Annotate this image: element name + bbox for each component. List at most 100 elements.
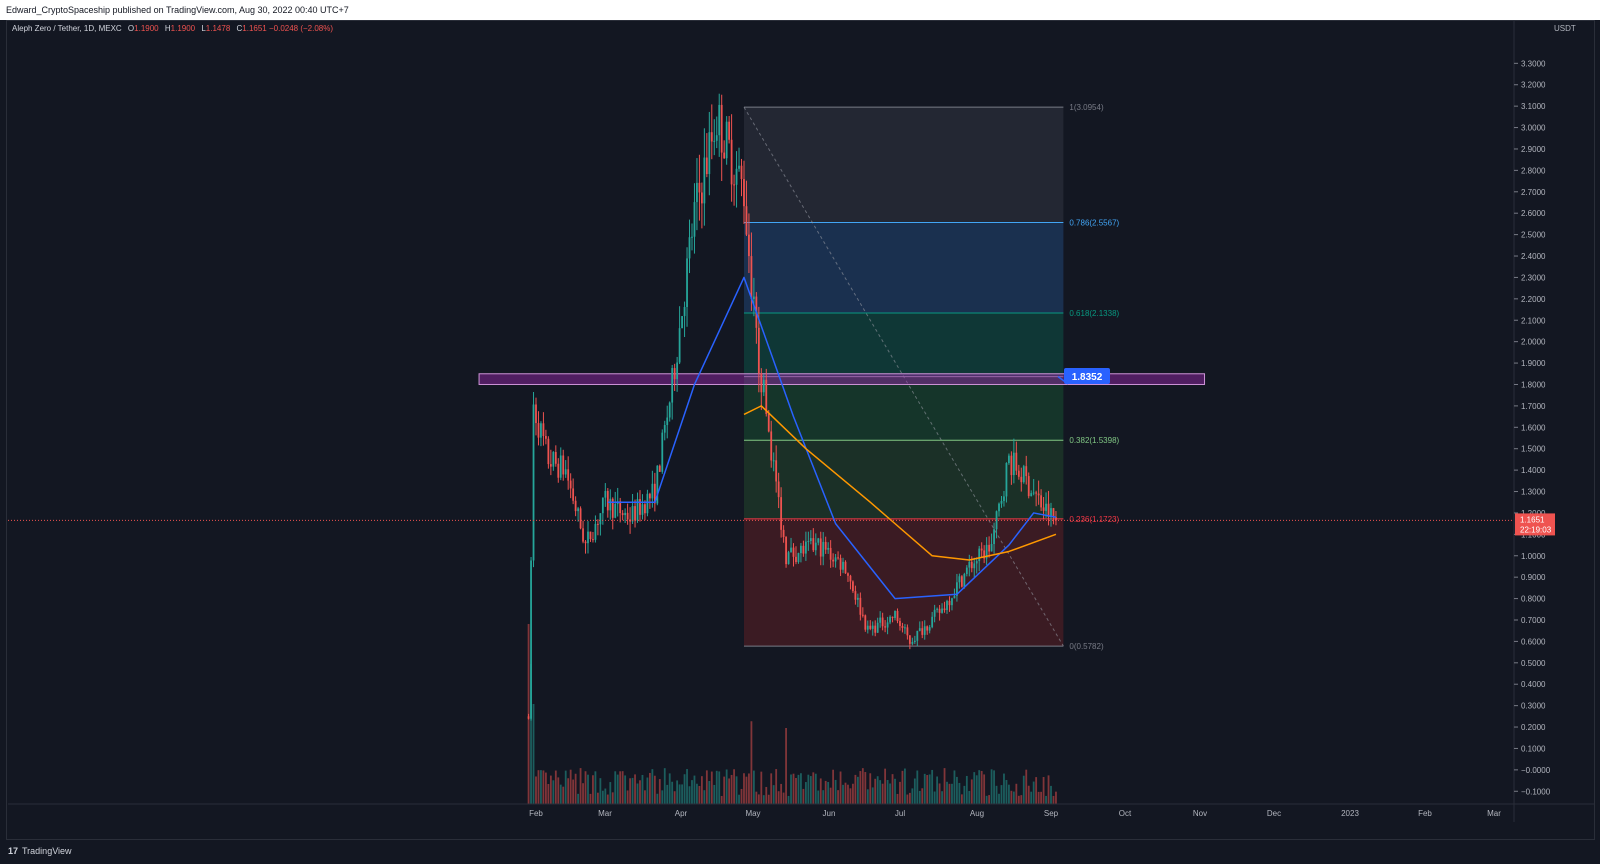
volume-bar	[656, 793, 659, 804]
volume-bar	[1027, 785, 1030, 804]
volume-bar	[908, 792, 911, 804]
candle-body	[767, 413, 770, 432]
candle-body	[775, 460, 778, 482]
candle-body	[899, 621, 901, 626]
open-value: 1.1900	[134, 24, 159, 33]
candle-body	[663, 425, 666, 433]
candle-body	[1005, 463, 1008, 497]
volume-bar	[1040, 791, 1043, 804]
volume-bar	[639, 780, 641, 804]
price-tick-label: 1.7000	[1521, 402, 1546, 411]
candle-body	[693, 202, 696, 237]
candle-body	[901, 625, 904, 628]
candle-body	[532, 404, 535, 561]
volume-bar	[1005, 779, 1008, 804]
candle-body	[983, 550, 986, 559]
volume-bar	[792, 773, 795, 804]
current-price-badge	[1515, 513, 1555, 536]
candle-body	[822, 541, 825, 557]
volume-bar	[597, 792, 599, 804]
volume-bar	[819, 778, 822, 804]
tradingview-brand[interactable]: TradingView	[22, 846, 72, 856]
volume-bar	[611, 792, 614, 804]
volume-bar	[686, 769, 688, 804]
candle-body	[713, 140, 716, 142]
candle-body	[881, 617, 884, 627]
candle-body	[906, 627, 909, 636]
time-tick-label: Mar	[598, 809, 612, 818]
candle-body	[636, 499, 639, 521]
volume-bar	[535, 776, 537, 804]
price-tick-label: 3.1000	[1521, 102, 1546, 111]
volume-bar	[1008, 784, 1010, 804]
price-tick-label: 0.6000	[1521, 637, 1546, 646]
candle-body	[941, 608, 943, 613]
time-tick-label: Mar	[1487, 809, 1501, 818]
price-tick-label: 2.3000	[1521, 273, 1546, 282]
volume-bar	[653, 775, 656, 804]
candle-body	[589, 531, 592, 540]
volume-bar	[723, 776, 726, 804]
fib-level-label: 0.618(2.1338)	[1069, 309, 1119, 318]
candle-body	[743, 179, 745, 207]
candle-body	[856, 597, 859, 600]
candle-body	[557, 463, 560, 478]
candle-body	[710, 132, 713, 142]
candle-body	[572, 488, 575, 501]
candle-body	[790, 547, 792, 553]
price-tick-label: 0.9000	[1521, 573, 1546, 582]
candle-body	[1027, 476, 1030, 497]
volume-bar	[839, 771, 842, 804]
volume-bar	[658, 779, 661, 804]
candle-body	[624, 512, 627, 516]
volume-bar	[629, 778, 631, 804]
volume-bar	[899, 781, 901, 804]
candle-body	[688, 237, 691, 259]
volume-bar	[693, 775, 696, 804]
candle-body	[673, 368, 676, 380]
candle-body	[651, 483, 654, 499]
volume-bar	[785, 727, 787, 804]
candle-body	[559, 455, 562, 478]
volume-bar	[557, 777, 560, 804]
candle-body	[933, 609, 936, 617]
volume-bar	[762, 795, 765, 804]
candle-body	[728, 121, 731, 140]
candle-body	[653, 483, 656, 504]
volume-bar	[884, 768, 887, 804]
candle-body	[948, 600, 951, 606]
candle-body	[537, 423, 540, 438]
candle-body	[641, 504, 644, 515]
candle-body	[696, 182, 698, 203]
time-tick-label: Sep	[1044, 809, 1059, 818]
candle-body	[1022, 466, 1025, 483]
candle-body	[1037, 493, 1040, 496]
candle-body	[770, 431, 773, 461]
candle-body	[765, 379, 768, 414]
volume-bar	[589, 793, 592, 804]
candle-body	[698, 182, 701, 193]
tradingview-logo-icon[interactable]: 17	[8, 846, 19, 856]
candle-body	[782, 529, 785, 537]
candle-body	[978, 548, 981, 562]
volume-bar	[1052, 795, 1055, 804]
volume-bar	[1047, 775, 1050, 804]
volume-bar	[678, 784, 681, 804]
candle-body	[614, 503, 617, 518]
volume-bar	[767, 794, 770, 804]
candle-body	[861, 614, 864, 616]
countdown-timer: 22:19:03	[1520, 525, 1552, 534]
volume-bar	[530, 664, 532, 804]
volume-bar	[869, 773, 872, 804]
candle-body	[832, 559, 835, 562]
volume-bar	[564, 770, 567, 804]
candle-body	[946, 600, 948, 611]
volume-bar	[918, 790, 921, 804]
candle-body	[609, 498, 612, 511]
candle-body	[757, 327, 760, 374]
ma-slow-line	[743, 405, 1057, 561]
volume-bar	[651, 769, 654, 804]
price-tick-label: 2.2000	[1521, 295, 1546, 304]
fib-zone	[743, 376, 1064, 441]
